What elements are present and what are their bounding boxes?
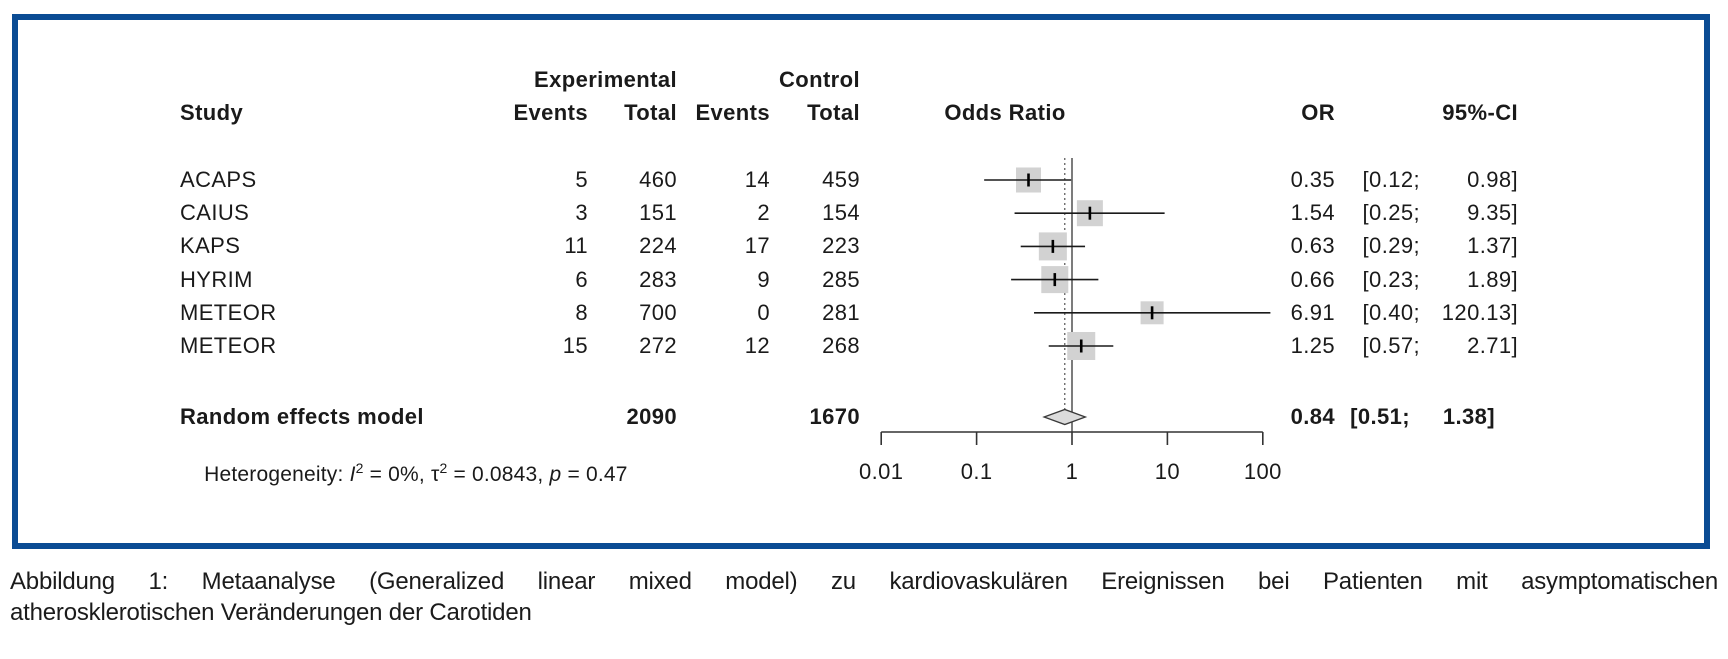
ctrl-events: 2: [757, 200, 770, 226]
study-name: ACAPS: [180, 167, 257, 192]
x-axis-tick-label: 0.01: [858, 459, 904, 484]
ci-high-value: 0.98]: [1467, 167, 1518, 192]
het-i-rest: = 0%,: [363, 463, 431, 486]
caption-line-2: atherosklerotischen Veränderungen der Ca…: [10, 599, 532, 626]
ctrl-total: 223: [822, 233, 860, 259]
caption-line-1: Abbildung 1: Metaanalyse (Generalized li…: [10, 568, 1718, 595]
header-exp-total: Total: [624, 100, 677, 125]
ci-low-value: [0.40;: [1362, 299, 1420, 325]
study-name: METEOR: [180, 333, 277, 358]
header-ci: 95%-CI: [1442, 100, 1518, 125]
ci-high-value: 120.13]: [1441, 299, 1518, 325]
ci-low-value: [0.23;: [1362, 266, 1420, 292]
point-estimate-marker: [1053, 273, 1057, 287]
ctrl-total: 459: [822, 167, 860, 192]
study-name: METEOR: [180, 299, 277, 325]
het-p-rest: = 0.47: [561, 463, 628, 486]
header-exp-events: Events: [513, 100, 588, 125]
exp-total: 151: [639, 200, 677, 226]
ctrl-total: 154: [822, 200, 860, 226]
summary-ctrl-total: 1670: [809, 404, 860, 429]
ci-low-value: [0.25;: [1362, 200, 1420, 226]
header-group-control: Control: [778, 67, 860, 92]
header-odds-ratio: Odds Ratio: [944, 100, 1066, 125]
study-name: KAPS: [180, 233, 241, 259]
exp-total: 283: [639, 266, 677, 292]
ci-high-value: 9.35]: [1467, 200, 1518, 226]
x-axis-tick-label: 10: [1154, 459, 1181, 484]
x-axis-tick-label: 1: [1065, 459, 1079, 484]
ctrl-events: 0: [757, 299, 770, 325]
exp-events: 3: [575, 200, 588, 226]
or-value: 0.35: [1290, 167, 1335, 192]
ctrl-events: 12: [744, 333, 770, 358]
ctrl-events: 9: [757, 266, 770, 292]
het-tau-sup: 2: [439, 460, 448, 476]
point-estimate-marker: [1088, 206, 1092, 220]
exp-events: 11: [564, 233, 588, 259]
exp-events: 8: [575, 299, 588, 325]
summary-label: Random effects model: [180, 404, 424, 429]
exp-events: 5: [575, 167, 588, 192]
ctrl-total: 285: [822, 266, 860, 292]
x-axis-tick-label: 0.1: [960, 459, 993, 484]
x-axis-tick-label: 100: [1243, 459, 1282, 484]
ci-high-value: 1.89]: [1467, 266, 1518, 292]
or-value: 6.91: [1290, 299, 1335, 325]
het-tau-symbol: τ: [430, 463, 440, 486]
ctrl-total: 268: [822, 333, 860, 358]
exp-events: 15: [562, 333, 588, 358]
ci-low-value: [0.12;: [1362, 167, 1420, 192]
point-estimate-marker: [1027, 173, 1030, 187]
heterogeneity-text: Heterogeneity: I2 = 0%, τ2 = 0.0843, p =…: [180, 439, 628, 512]
header-ctrl-events: Events: [695, 100, 770, 125]
ci-high-value: 2.71]: [1467, 333, 1518, 358]
exp-total: 700: [639, 299, 677, 325]
summary-ci-low: [0.51;: [1350, 404, 1410, 429]
study-name: HYRIM: [180, 266, 253, 292]
ci-high-value: 1.37]: [1467, 233, 1518, 259]
exp-events: 6: [575, 266, 588, 292]
header-or: OR: [1301, 100, 1335, 125]
summary-diamond: [1042, 408, 1088, 426]
het-i-symbol: I: [349, 463, 356, 486]
header-group-experimental: Experimental: [534, 67, 677, 92]
exp-total: 224: [639, 233, 677, 259]
or-value: 1.25: [1290, 333, 1335, 358]
summary-exp-total: 2090: [626, 404, 677, 429]
ctrl-events: 17: [744, 233, 770, 259]
ctrl-events: 14: [744, 167, 770, 192]
het-p-symbol: p: [549, 463, 562, 486]
summary-or-value: 0.84: [1290, 404, 1335, 429]
het-i-sup: 2: [355, 460, 364, 476]
exp-total: 460: [639, 167, 677, 192]
summary-ci-high: 1.38]: [1442, 404, 1495, 429]
ci-low-value: [0.29;: [1362, 233, 1420, 259]
point-estimate-marker: [1079, 339, 1083, 353]
het-tau-rest: = 0.0843,: [447, 463, 550, 486]
or-value: 0.63: [1290, 233, 1335, 259]
ctrl-total: 281: [822, 299, 860, 325]
or-value: 0.66: [1290, 266, 1335, 292]
figure-border-box: [12, 14, 1710, 549]
or-value: 1.54: [1290, 200, 1335, 226]
figure-caption: Abbildung 1: Metaanalyse (Generalized li…: [10, 566, 1718, 628]
ci-low-value: [0.57;: [1362, 333, 1420, 358]
header-ctrl-total: Total: [807, 100, 860, 125]
het-prefix: Heterogeneity:: [204, 463, 350, 486]
point-estimate-marker: [1051, 239, 1055, 253]
header-study: Study: [180, 100, 244, 125]
point-estimate-marker: [1150, 306, 1154, 320]
study-name: CAIUS: [180, 200, 250, 226]
exp-total: 272: [639, 333, 677, 358]
